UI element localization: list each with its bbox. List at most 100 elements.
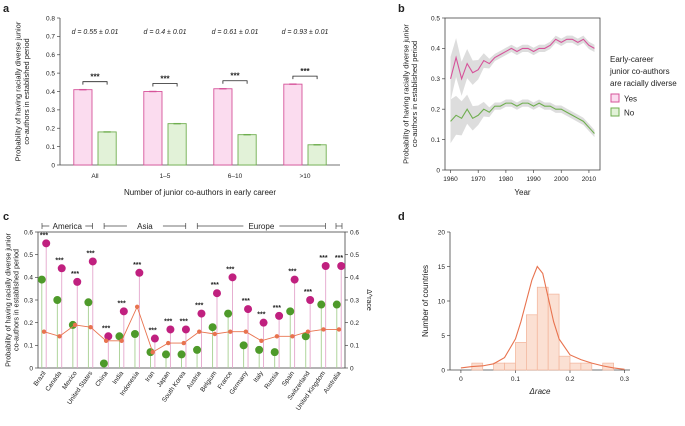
panel-a-y-tick-label: 0.7 [46, 34, 55, 41]
panel-c-point-no [317, 300, 326, 309]
panel-c-significance-stars: *** [242, 298, 250, 305]
panel-c-point-no [84, 298, 93, 307]
panel-c-significance-stars: *** [71, 271, 79, 278]
panel-c-point-delta [57, 334, 62, 339]
panel-a-bar-yes [283, 83, 303, 166]
panel-c-point-yes [275, 311, 284, 320]
panel-b-ci-band-no [450, 94, 595, 144]
panel-c-significance-stars: *** [304, 289, 312, 296]
panel-c-point-no [193, 345, 202, 354]
panel-c-y-tick-label-left: 0 [29, 365, 33, 372]
panel-c-point-delta [150, 349, 155, 355]
panel-d-histogram-bar [536, 286, 549, 371]
panel-c-significance-stars: *** [257, 312, 265, 319]
panel-c-frame [37, 231, 346, 369]
panel-b-line-no [450, 102, 595, 134]
legend-b: Early-career junior co-authors are racia… [609, 55, 677, 118]
panel-c-y-tick-label-right: 0.3 [350, 297, 359, 304]
panel-c-point-no [239, 341, 248, 350]
panel-c-point-delta [243, 329, 249, 334]
panel-b-y-tick-label: 0.4 [431, 46, 440, 53]
panel-a-category-label: 6–10 [228, 173, 243, 180]
panel-c-point-no [255, 345, 264, 354]
panel-label-a: a [3, 3, 10, 15]
panel-c-y-tick-label-right: 0.2 [350, 320, 359, 327]
panel-b-x-label: Year [514, 188, 531, 197]
panel-c-point-delta [228, 329, 233, 334]
panel-c-point-yes [57, 264, 66, 273]
panel-c-point-yes [337, 262, 346, 270]
panel-c-point-no [130, 330, 139, 338]
panel-c-point-delta [212, 331, 217, 337]
panel-d-kde-line [460, 265, 625, 370]
panel-c-point-delta [166, 340, 171, 346]
legend-yes-swatch [610, 93, 620, 103]
panel-c-significance-stars: *** [149, 328, 157, 335]
panel-a-significance-stars: *** [230, 72, 240, 81]
panel-b-x-tick-label: 2000 [554, 176, 569, 183]
panel-c-y-tick-label-left: 0.6 [24, 229, 33, 236]
panel-d-histogram-bar [493, 362, 505, 371]
panel-d-x-tick-label: 0 [459, 376, 463, 383]
panel-c-y-tick-label-left: 0.4 [24, 275, 33, 282]
panel-b-y-tick-label: 0.5 [431, 15, 440, 22]
panel-a-bar-yes [213, 88, 233, 166]
panel-c-significance-stars: *** [102, 325, 110, 332]
panel-d-x-label: Δrace [529, 387, 551, 396]
panel-a-category-label: 1–5 [160, 173, 171, 180]
panel-c-country-label: China [94, 370, 110, 388]
panel-a-x-label: Number of junior co-authors in early car… [124, 188, 276, 197]
panel-d-x-tick-label: 0.2 [565, 376, 574, 383]
panel-c-country-label: India [111, 370, 125, 386]
panel-b-y-tick-label: 0 [436, 167, 440, 174]
panel-b-ci-band-yes [450, 35, 595, 101]
legend-title-line1: Early-career [610, 55, 654, 64]
panel-b-y-tick-label: 0.3 [431, 76, 440, 83]
legend-yes-label: Yes [624, 95, 637, 104]
panel-c-point-yes [290, 275, 299, 284]
panel-d-y-tick-label: 5 [441, 333, 445, 340]
panel-a-significance-stars: *** [90, 73, 100, 82]
panel-c-point-delta [103, 338, 109, 343]
panel-c-country-label: Iran [144, 370, 156, 384]
panel-a-significance-bracket [82, 81, 108, 85]
panel-c-point-yes [212, 289, 221, 298]
panel-c-point-delta [181, 340, 186, 346]
panel-a-effect-size: d = 0.4 ± 0.01 [144, 29, 187, 36]
panel-label-b: b [398, 3, 405, 15]
panel-c-point-delta [290, 334, 295, 339]
panel-c-point-yes [119, 307, 128, 316]
panel-a-y-tick-label: 0.6 [46, 52, 55, 59]
panel-c-y-label: Probability of having racially diverse j… [3, 232, 20, 366]
panel-c-y-tick-label-left: 0.3 [24, 297, 33, 304]
panel-c-point-yes [259, 318, 268, 327]
panel-a-bar-no [237, 134, 257, 166]
panel-c-point-yes [73, 277, 82, 286]
panel-label-c: c [3, 211, 9, 223]
legend-title-line3: are racially diverse [610, 79, 677, 88]
panel-b-frame [444, 17, 601, 171]
legend-title-line2: junior co-authors [609, 67, 670, 76]
panel-c-point-no [37, 275, 46, 284]
legend-no-swatch [610, 107, 620, 117]
panel-c-point-yes [135, 268, 144, 277]
panel-b-x-tick-label: 2010 [582, 176, 597, 183]
panel-c-y-tick-label-right: 0 [350, 365, 354, 372]
panel-c-point-yes [244, 305, 253, 314]
panel-c-country-label: Russia [263, 370, 280, 391]
panel-c-significance-stars: *** [164, 318, 172, 325]
panel-c-significance-stars: *** [319, 255, 327, 262]
panel-b-y-label: Probability of having racially diverse j… [401, 24, 419, 164]
panel-a-effect-size: d = 0.55 ± 0.01 [72, 29, 119, 36]
panel-c-point-delta [119, 338, 124, 343]
panel-c-region-label-bg [126, 221, 163, 231]
panel-a-significance-stars: *** [300, 67, 310, 76]
panel-c-point-yes [42, 239, 51, 248]
panel-c-point-yes [150, 334, 159, 343]
panel-c-point-no [332, 300, 341, 309]
panel-c-significance-stars: *** [273, 305, 281, 312]
panel-d-y-tick-label: 15 [438, 264, 446, 271]
panel-a-category-label: All [91, 173, 99, 180]
panel-c-point-delta [88, 325, 93, 330]
